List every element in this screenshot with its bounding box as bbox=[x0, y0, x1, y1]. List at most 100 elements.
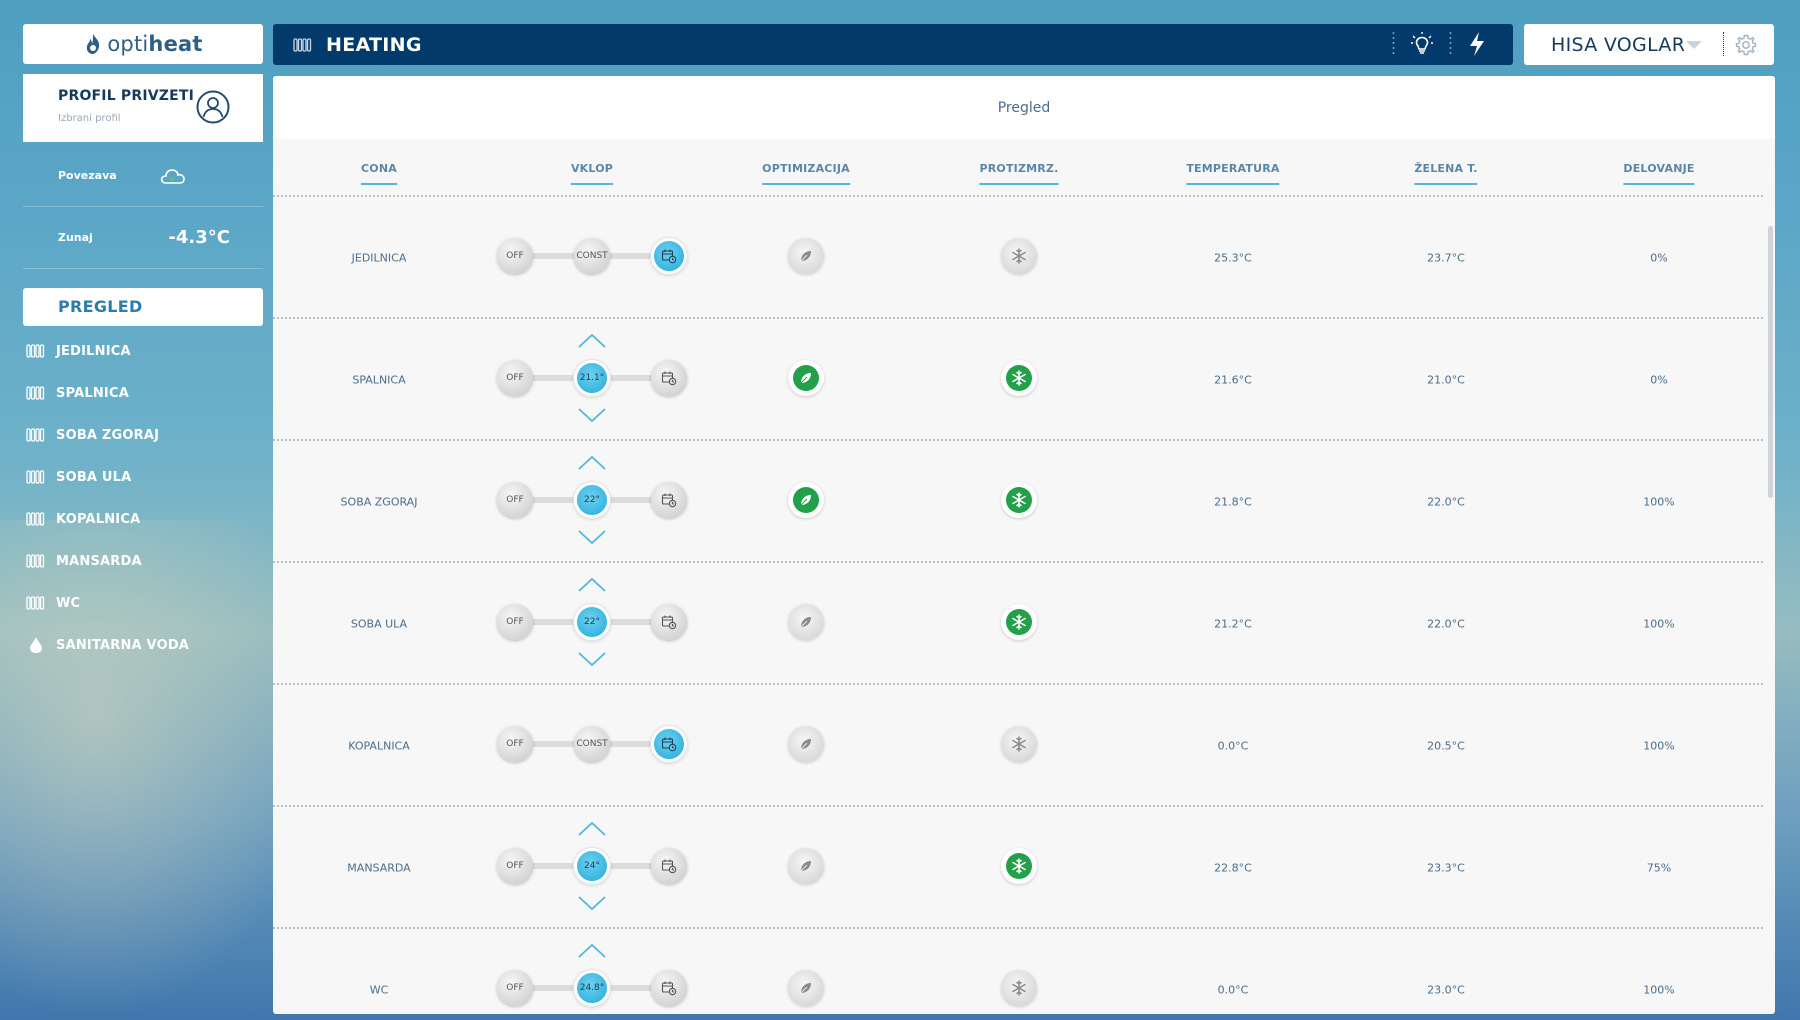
column-header[interactable]: PROTIZMRZ. bbox=[979, 162, 1059, 185]
off-knob[interactable]: OFF bbox=[497, 482, 533, 518]
setpoint-knob[interactable]: 22° bbox=[574, 604, 610, 640]
outside-label: Zunaj bbox=[58, 231, 93, 244]
sidebar-item-spalnica[interactable]: SPALNICA bbox=[25, 372, 265, 414]
schedule-icon[interactable] bbox=[651, 238, 687, 274]
off-knob[interactable]: OFF bbox=[497, 238, 533, 274]
schedule-icon[interactable] bbox=[651, 970, 687, 1006]
sidebar-item-jedilnica[interactable]: JEDILNICA bbox=[25, 330, 265, 372]
leaf-icon[interactable] bbox=[788, 360, 824, 396]
column-header[interactable]: TEMPERATURA bbox=[1186, 162, 1280, 185]
water-drop-icon bbox=[25, 637, 47, 653]
radiator-icon bbox=[25, 343, 47, 359]
snowflake-icon[interactable] bbox=[1001, 238, 1037, 274]
leaf-icon[interactable] bbox=[788, 726, 824, 762]
scrollbar[interactable] bbox=[1768, 226, 1773, 498]
zone-name[interactable]: MANSARDA bbox=[347, 861, 411, 875]
sidebar-item-soba-ula[interactable]: SOBA ULA bbox=[25, 456, 265, 498]
table-row: WC OFF 24.8° 0.0°C 23.0°C 100% bbox=[273, 927, 1763, 1014]
snowflake-icon[interactable] bbox=[1001, 604, 1037, 640]
gear-icon[interactable] bbox=[1735, 34, 1757, 56]
setpoint-knob[interactable]: 21.1° bbox=[574, 360, 610, 396]
zone-name[interactable]: SPALNICA bbox=[352, 373, 406, 387]
radiator-icon bbox=[25, 427, 47, 443]
const-knob[interactable]: CONST bbox=[574, 238, 610, 274]
column-header[interactable]: DELOVANJE bbox=[1623, 162, 1695, 185]
lightning-icon[interactable] bbox=[1466, 31, 1488, 57]
chevron-up-icon[interactable] bbox=[577, 577, 607, 597]
target-temperature: 23.3°C bbox=[1427, 861, 1465, 875]
connection-label: Povezava bbox=[58, 169, 117, 182]
off-knob[interactable]: OFF bbox=[497, 848, 533, 884]
const-knob[interactable]: CONST bbox=[574, 726, 610, 762]
schedule-icon[interactable] bbox=[651, 726, 687, 762]
sidebar-item-wc[interactable]: WC bbox=[25, 582, 265, 624]
off-knob[interactable]: OFF bbox=[497, 360, 533, 396]
lightbulb-icon[interactable] bbox=[1409, 31, 1435, 57]
off-knob[interactable]: OFF bbox=[497, 970, 533, 1006]
leaf-icon[interactable] bbox=[788, 970, 824, 1006]
sidebar-item-mansarda[interactable]: MANSARDA bbox=[25, 540, 265, 582]
chevron-up-icon[interactable] bbox=[577, 333, 607, 353]
leaf-icon[interactable] bbox=[788, 482, 824, 518]
off-knob[interactable]: OFF bbox=[497, 604, 533, 640]
avatar-icon bbox=[196, 90, 230, 124]
zone-name[interactable]: SOBA ULA bbox=[350, 617, 408, 631]
schedule-icon[interactable] bbox=[651, 604, 687, 640]
app-logo[interactable]: optiheat bbox=[23, 24, 263, 64]
column-header[interactable]: CONA bbox=[361, 162, 397, 185]
zone-name[interactable]: KOPALNICA bbox=[348, 739, 410, 753]
mode-switch[interactable]: OFF CONST bbox=[497, 724, 687, 764]
chevron-down-icon bbox=[1686, 41, 1702, 49]
setpoint-knob[interactable]: 22° bbox=[574, 482, 610, 518]
house-name: HISA VOGLAR bbox=[1551, 33, 1686, 56]
off-knob[interactable]: OFF bbox=[497, 726, 533, 762]
table-row: MANSARDA OFF 24° 22.8°C 23.3°C 75% bbox=[273, 805, 1763, 927]
flame-icon bbox=[87, 34, 100, 54]
column-header[interactable]: OPTIMIZACIJA bbox=[762, 162, 850, 185]
mode-switch[interactable]: OFF 24.8° bbox=[497, 968, 687, 1008]
column-header[interactable]: VKLOP bbox=[570, 162, 614, 185]
setpoint-knob[interactable]: 24° bbox=[574, 848, 610, 884]
zone-name[interactable]: SOBA ZGORAJ bbox=[340, 495, 418, 509]
overview-button[interactable]: PREGLED bbox=[23, 288, 263, 326]
sidebar-item-label: KOPALNICA bbox=[56, 511, 141, 527]
snowflake-icon[interactable] bbox=[1001, 726, 1037, 762]
schedule-icon[interactable] bbox=[651, 482, 687, 518]
house-selector[interactable]: HISA VOGLAR bbox=[1524, 24, 1774, 65]
zone-name[interactable]: WC bbox=[369, 983, 389, 997]
cloud-icon bbox=[161, 168, 186, 184]
background-glow bbox=[0, 520, 320, 1020]
snowflake-icon[interactable] bbox=[1001, 482, 1037, 518]
sidebar-item-kopalnica[interactable]: KOPALNICA bbox=[25, 498, 265, 540]
chevron-down-icon[interactable] bbox=[577, 529, 607, 549]
leaf-icon[interactable] bbox=[788, 848, 824, 884]
schedule-icon[interactable] bbox=[651, 848, 687, 884]
leaf-icon[interactable] bbox=[788, 238, 824, 274]
setpoint-knob[interactable]: 24.8° bbox=[574, 970, 610, 1006]
chevron-down-icon[interactable] bbox=[577, 651, 607, 671]
sidebar-item-soba-zgoraj[interactable]: SOBA ZGORAJ bbox=[25, 414, 265, 456]
chevron-down-icon[interactable] bbox=[577, 407, 607, 427]
column-header[interactable]: ŽELENA T. bbox=[1414, 162, 1478, 185]
schedule-icon[interactable] bbox=[651, 360, 687, 396]
mode-switch[interactable]: OFF 24° bbox=[497, 846, 687, 886]
chevron-up-icon[interactable] bbox=[577, 455, 607, 475]
mode-switch[interactable]: OFF 22° bbox=[497, 602, 687, 642]
profile-card[interactable]: PROFIL PRIVZETI Izbrani profil bbox=[23, 74, 263, 142]
mode-switch[interactable]: OFF 22° bbox=[497, 480, 687, 520]
zone-name[interactable]: JEDILNICA bbox=[351, 251, 407, 265]
leaf-icon[interactable] bbox=[788, 604, 824, 640]
mode-switch[interactable]: OFF 21.1° bbox=[497, 358, 687, 398]
radiator-icon bbox=[25, 553, 47, 569]
chevron-up-icon[interactable] bbox=[577, 943, 607, 963]
table-row: SOBA ULA OFF 22° 21.2°C 22.0°C 100% bbox=[273, 561, 1763, 683]
overview-panel: Pregled CONA VKLOP OPTIMIZACIJA PROTIZMRZ. T… bbox=[273, 76, 1775, 1014]
snowflake-icon[interactable] bbox=[1001, 970, 1037, 1006]
chevron-up-icon[interactable] bbox=[577, 821, 607, 841]
sidebar-item-sanitarna-voda[interactable]: SANITARNA VODA bbox=[25, 624, 265, 666]
snowflake-icon[interactable] bbox=[1001, 848, 1037, 884]
chevron-down-icon[interactable] bbox=[577, 895, 607, 915]
mode-switch[interactable]: OFF CONST bbox=[497, 236, 687, 276]
sidebar-item-label: JEDILNICA bbox=[56, 343, 131, 359]
snowflake-icon[interactable] bbox=[1001, 360, 1037, 396]
